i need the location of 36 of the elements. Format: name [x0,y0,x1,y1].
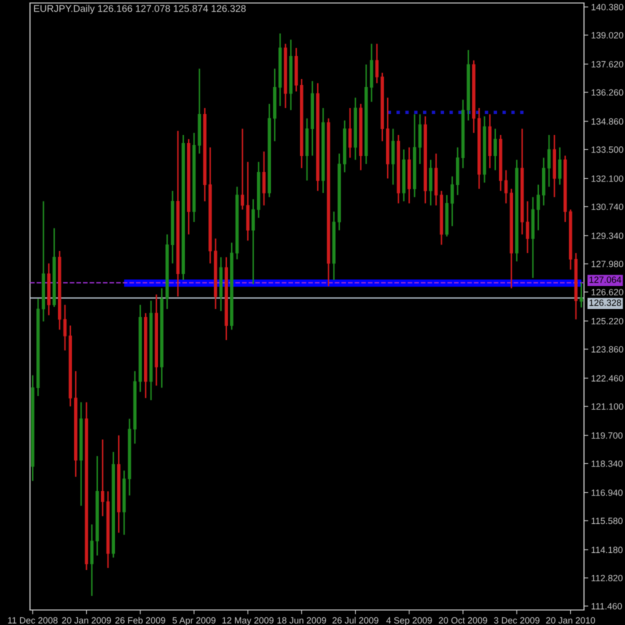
y-tick-label: 140.380 [592,4,624,10]
x-tick-label: 3 Dec 2009 [494,617,540,624]
y-tick-label: 123.860 [592,346,624,353]
y-tick-label: 136.260 [592,89,624,96]
x-tick-label: 4 Sep 2009 [386,617,432,625]
y-tick-label: 116.940 [592,490,623,496]
y-tick-label: 119.700 [592,432,623,439]
ref-line-label: 126.328 [590,300,622,306]
y-tick-label: 139.020 [592,32,624,38]
y-tick-label: 137.620 [592,61,624,68]
y-tick-label: 125.220 [592,318,624,324]
y-tick-label: 121.100 [592,403,624,410]
y-tick-label: 122.460 [592,375,624,382]
x-tick-label: 18 Jun 2009 [277,617,326,624]
x-tick-label: 26 Feb 2009 [115,616,166,624]
x-tick-label: 26 Jul 2009 [332,616,378,624]
x-tick-label: 12 May 2009 [222,617,274,625]
chart-title: EURJPY.Daily 126.166 127.078 125.874 126.328 [34,4,246,14]
y-tick-label: 132.100 [592,175,624,182]
x-tick-label: 20 Oct 2009 [438,617,488,624]
y-tick-label: 133.500 [592,146,624,153]
y-tick-label: 134.860 [592,118,624,125]
y-tick-label: 115.580 [592,518,623,524]
x-tick-label: 20 Jan 2010 [546,617,596,624]
y-tick-label: 130.740 [592,204,624,210]
y-tick-label: 126.620 [592,288,624,296]
y-tick-label: 111.460 [592,603,622,610]
y-tick-label: 129.340 [592,232,624,240]
y-tick-label: 112.820 [592,574,623,582]
x-tick-label: 11 Dec 2008 [8,617,58,624]
x-tick-label: 20 Jan 2009 [62,617,111,624]
y-tick-label: 127.980 [592,260,624,268]
ref-line-label: 127.064 [590,276,622,283]
x-tick-label: 5 Apr 2009 [172,617,216,625]
y-tick-label: 114.180 [592,546,623,554]
y-tick-label: 118.340 [592,460,623,467]
